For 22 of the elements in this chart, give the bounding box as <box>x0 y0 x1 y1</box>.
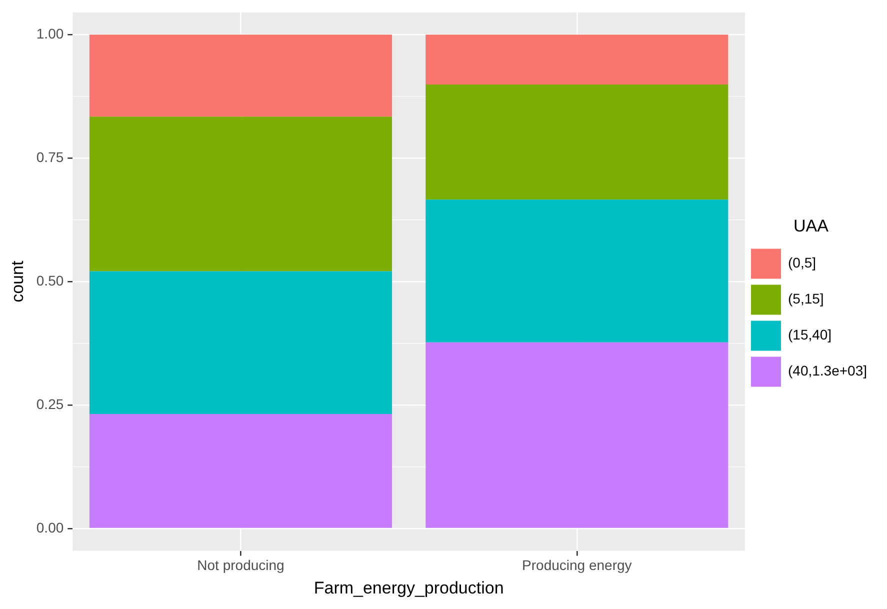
bar <box>426 34 728 85</box>
bar <box>426 200 728 342</box>
x-tick-label: Producing energy <box>522 557 632 574</box>
bar <box>89 34 392 117</box>
y-tick-label: 1.00 <box>36 25 64 42</box>
bar <box>89 116 392 272</box>
y-tick-label: 0.50 <box>36 272 64 288</box>
bar <box>89 271 392 414</box>
legend-label: (40,1.3e+03] <box>788 362 868 379</box>
legend-label: (15,40] <box>788 326 832 343</box>
legend-label: (5,15] <box>788 290 824 307</box>
x-axis-title: Farm_energy_production <box>314 578 504 598</box>
y-tick-label: 0.75 <box>36 148 64 165</box>
bar <box>426 84 728 200</box>
legend-title: UAA <box>794 216 830 236</box>
y-axis-title: count <box>8 260 27 302</box>
x-tick-label: Not producing <box>197 557 284 574</box>
bar <box>89 414 392 528</box>
bar <box>426 342 728 528</box>
y-tick-label: 0.25 <box>36 396 64 412</box>
legend-label: (0,5] <box>788 254 816 271</box>
y-tick-label: 0.00 <box>36 519 64 536</box>
